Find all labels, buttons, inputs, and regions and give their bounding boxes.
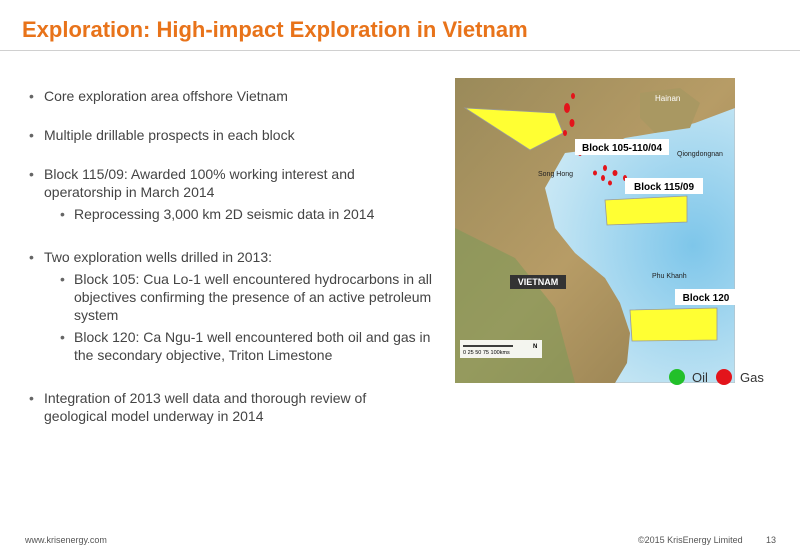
map-label: VIETNAM — [518, 277, 559, 287]
sub-bullet: Block 105: Cua Lo-1 well encountered hyd… — [60, 270, 440, 324]
bullet-text: Integration of 2013 well data and thorou… — [44, 390, 367, 424]
legend-entry: Oil — [692, 370, 708, 385]
map-label: Hainan — [655, 94, 680, 103]
page-number: 13 — [766, 535, 777, 545]
bullet: Two exploration wells drilled in 2013:Bl… — [28, 248, 432, 364]
title: Exploration: High-impact Exploration in … — [22, 17, 528, 42]
block-label: Block 115/09 — [634, 182, 694, 193]
bullet: Multiple drillable prospects in each blo… — [28, 126, 416, 144]
footer-copyright: ©2015 KrisEnergy Limited — [638, 535, 743, 545]
block-label: Block 105-110/04 — [582, 143, 662, 154]
gas-markers — [563, 93, 627, 186]
bullet-text: Two exploration wells drilled in 2013: — [44, 249, 273, 265]
map-north: N — [533, 344, 537, 350]
bullet-text: Block 115/09: Awarded 100% working inter… — [44, 166, 355, 200]
sub-bullet: Block 120: Ca Ngu-1 well encountered bot… — [60, 328, 440, 364]
map-label: Phu Khanh — [652, 273, 687, 280]
gas-marker — [716, 369, 732, 385]
bullet-text: Multiple drillable prospects in each blo… — [44, 127, 295, 143]
bullet: Block 115/09: Awarded 100% working inter… — [28, 165, 416, 223]
map-label: Qiongdongnan — [677, 151, 723, 158]
map-scale: 0 25 50 75 100kms — [463, 350, 510, 356]
map: Hainan Qiongdongnan Song Hong Phu Khanh … — [455, 78, 735, 383]
bullet-list: Core exploration area offshore Vietnam Mu… — [28, 87, 432, 446]
footer-website: www.krisenergy.com — [25, 535, 107, 545]
sub-bullet: Reprocessing 3,000 km 2D seismic data in… — [60, 205, 440, 223]
bullet: Core exploration area offshore Vietnam — [28, 87, 416, 105]
oil-marker — [669, 369, 685, 385]
map-label: Song Hong — [538, 171, 573, 178]
block-label: Block 120 — [683, 293, 730, 304]
legend-entry: Gas — [740, 370, 764, 385]
title-rule — [0, 50, 800, 51]
bullet-text: Core exploration area offshore Vietnam — [44, 88, 288, 104]
bullet: Integration of 2013 well data and thorou… — [28, 389, 416, 425]
